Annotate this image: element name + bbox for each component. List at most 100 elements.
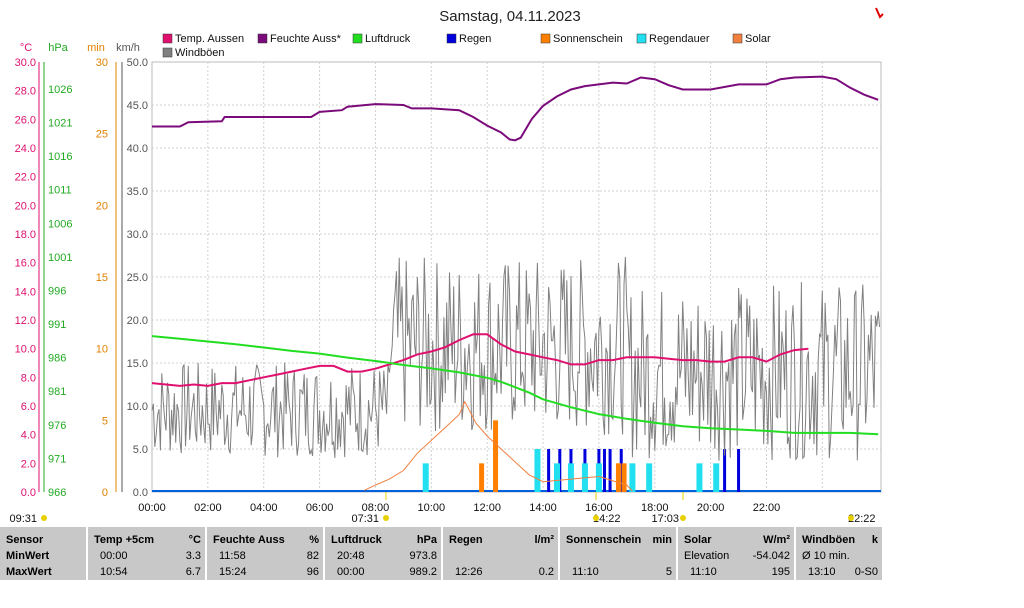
series-luftdruck (151, 335, 879, 436)
legend-label: Solar (745, 33, 771, 45)
bar-regen (608, 449, 612, 492)
table-column: Regen l/m² 12:26 0.2 (443, 527, 558, 580)
legend-swatch (540, 33, 551, 44)
right-marker-label: 22:22 (848, 513, 876, 525)
time-tick-label: 12:00 (473, 502, 501, 514)
temp-tick-label: 2.0 (21, 458, 36, 470)
bar-sonnenschein (479, 463, 485, 492)
kmh-tick-label: 20.0 (127, 315, 148, 327)
temp-tick-label: 30.0 (15, 57, 36, 69)
bar-sonnenschein (493, 420, 499, 492)
legend-label: Temp. Aussen (175, 33, 244, 45)
press-tick-label: 996 (48, 285, 66, 297)
bar-regendauer (534, 449, 541, 492)
kmh-tick-label: 0.0 (133, 487, 148, 499)
bar-regendauer (422, 463, 429, 492)
bar-regen (619, 449, 623, 492)
max-value: 6.7 (185, 566, 201, 578)
min-time: 00:00 (100, 550, 128, 562)
left-marker-label: 09:31 (9, 513, 37, 525)
bar-regendauer (696, 463, 703, 492)
press-tick-label: 976 (48, 420, 66, 432)
series-layer (151, 75, 881, 492)
legend-swatch (162, 33, 173, 44)
bar-regen (737, 449, 741, 492)
kmh-tick-label: 35.0 (127, 186, 148, 198)
temp-tick-label: 6.0 (21, 401, 36, 413)
legend-item: Feuchte Auss* (257, 33, 342, 45)
table-column: Luftdruck hPa 20:48 973.8 00:00 989.2 (325, 527, 441, 580)
legend-label: Regen (459, 33, 491, 45)
max-time: 12:26 (455, 566, 483, 578)
weather-chart: Samstag, 04.11.2023 Temp. Aussen Feuchte … (9, 7, 884, 525)
temp-tick-label: 10.0 (15, 344, 36, 356)
bar-sonnenschein (621, 463, 627, 492)
kmh-tick-label: 5.0 (133, 444, 148, 456)
temp-tick-label: 18.0 (15, 229, 36, 241)
column-name: Regen (449, 534, 483, 546)
legend-item: Luftdruck (352, 33, 411, 45)
row-label-max: MaxWert (6, 566, 52, 578)
time-tick-label: 00:00 (138, 502, 166, 514)
legend-swatch (257, 33, 268, 44)
legend-swatch (162, 47, 173, 58)
column-unit: °C (188, 534, 201, 546)
kmh-tick-label: 45.0 (127, 100, 148, 112)
press-tick-label: 1001 (48, 252, 72, 264)
min-tick-label: 10 (96, 344, 108, 356)
time-tick-label: 22:00 (753, 502, 781, 514)
temp-tick-label: 28.0 (15, 86, 36, 98)
press-tick-label: 1016 (48, 151, 72, 163)
min-tick-label: 20 (96, 200, 108, 212)
kmh-tick-label: 40.0 (127, 143, 148, 155)
column-name: Windböen (802, 534, 856, 546)
temp-unit: °C (20, 42, 32, 54)
bar-regen (547, 449, 551, 492)
bar-regendauer (595, 463, 602, 492)
time-tick-label: 10:00 (418, 502, 446, 514)
column-name: Solar (684, 534, 712, 546)
bar-regendauer (629, 463, 636, 492)
legend-item: Temp. Aussen (162, 33, 244, 45)
kmh-tick-label: 10.0 (127, 401, 148, 413)
temp-tick-label: 14.0 (15, 286, 36, 298)
time-tick-label: 08:00 (362, 502, 390, 514)
kmh-tick-label: 50.0 (127, 57, 148, 69)
press-tick-label: 971 (48, 453, 66, 465)
press-tick-label: 981 (48, 386, 66, 398)
max-time: 11:10 (690, 566, 717, 578)
min-time: Ø 10 min. (802, 550, 850, 562)
time-tick-label: 02:00 (194, 502, 222, 514)
column-name: Temp +5cm (94, 534, 155, 546)
min-value: 973.8 (409, 550, 437, 562)
kmh-tick-label: 25.0 (127, 272, 148, 284)
press-tick-label: 1011 (48, 185, 72, 197)
series-feuchte-auss- (152, 75, 879, 142)
series-temp-aussen (151, 333, 809, 387)
temp-tick-label: 24.0 (15, 143, 36, 155)
legend: Temp. Aussen Feuchte Auss* Luftdruck Regen S… (162, 33, 771, 59)
right-marker-sun-icon (848, 515, 854, 521)
time-tick-label: 06:00 (306, 502, 334, 514)
press-tick-label: 1021 (48, 117, 72, 129)
legend-swatch (352, 33, 363, 44)
legend-item: Windböen (162, 47, 225, 59)
max-value: 0-S0 (854, 566, 878, 578)
max-time: 10:54 (100, 566, 128, 578)
plot-grid (151, 61, 882, 493)
table-column: Sonnenschein min 11:10 5 (560, 527, 676, 580)
max-time: 13:10 (808, 566, 836, 578)
legend-swatch (446, 33, 457, 44)
column-unit: min (652, 534, 672, 546)
bar-regendauer (646, 463, 653, 492)
legend-label: Regendauer (649, 33, 710, 45)
time-tick-label: 20:00 (697, 502, 725, 514)
bar-regendauer (567, 463, 574, 492)
noon-marker-sun-icon (593, 515, 599, 521)
sunset-marker-sun-icon (680, 515, 686, 521)
left-marker-sun-icon (41, 515, 47, 521)
time-axis: 00:00 02:00 04:00 06:00 08:00 10:00 12:00 14:00… (138, 502, 780, 514)
min-tick-label: 5 (102, 415, 108, 427)
temp-tick-label: 0.0 (21, 487, 36, 499)
min-value: 3.3 (185, 550, 201, 562)
